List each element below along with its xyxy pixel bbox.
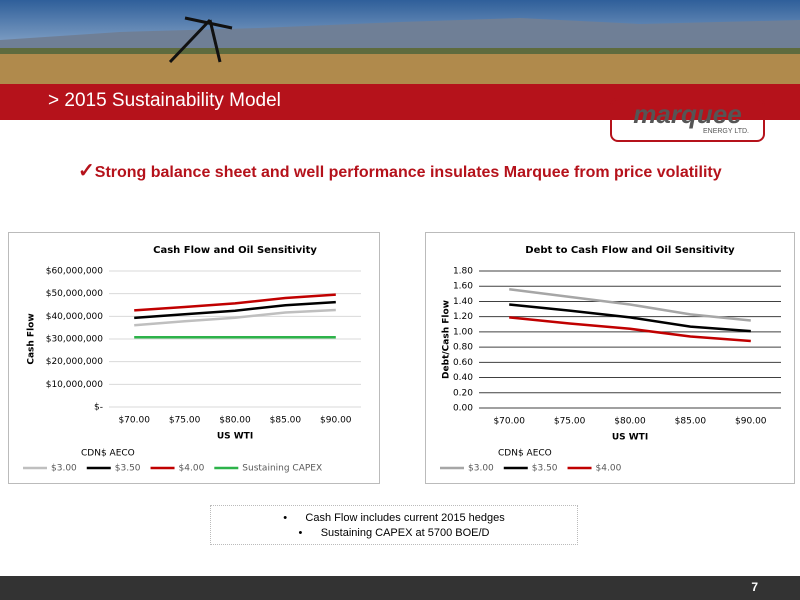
- y-tick-label: 1.60: [453, 282, 473, 292]
- series-line: [134, 308, 336, 327]
- x-tick-label: $70.00: [118, 416, 150, 426]
- x-tick-label: $80.00: [219, 416, 251, 426]
- header-photo: [0, 0, 800, 84]
- y-axis-title: Cash Flow: [27, 313, 37, 364]
- title-band: [0, 84, 800, 120]
- y-tick-label: 0.60: [453, 358, 473, 368]
- y-tick-label: $10,000,000: [46, 380, 104, 390]
- y-tick-label: 1.40: [453, 297, 473, 307]
- legend-title: CDN$ AECO: [81, 449, 135, 459]
- y-tick-label: 1.20: [453, 312, 473, 322]
- x-axis-title: US WTI: [217, 432, 253, 442]
- x-tick-label: $90.00: [735, 417, 767, 427]
- page-number: 7: [751, 580, 758, 594]
- series-line: [509, 316, 751, 343]
- y-tick-label: 1.00: [453, 327, 473, 337]
- logo-name: marquee: [633, 99, 742, 129]
- note-text: Cash Flow includes current 2015 hedges: [305, 512, 505, 524]
- series-line: [134, 293, 336, 312]
- y-axis-title: Debt/Cash Flow: [442, 300, 452, 379]
- logo: marquee ENERGY LTD.: [610, 98, 765, 142]
- y-tick-label: 0.00: [453, 404, 473, 414]
- headline-row: ✓Strong balance sheet and well performan…: [78, 158, 722, 183]
- slide-title: > 2015 Sustainability Model: [48, 90, 281, 111]
- x-axis-title: US WTI: [612, 433, 648, 443]
- note: • Cash Flow includes current 2015 hedges: [283, 512, 505, 524]
- chart: Debt to Cash Flow and Oil Sensitivity 0.0…: [425, 232, 795, 484]
- y-tick-label: $30,000,000: [46, 335, 104, 345]
- legend-label: $3.50: [532, 464, 558, 474]
- y-tick-label: $50,000,000: [46, 289, 104, 299]
- legend-label: $4.00: [179, 464, 205, 474]
- x-tick-label: $85.00: [270, 416, 302, 426]
- series-line: [509, 303, 751, 333]
- y-tick-label: 0.40: [453, 373, 473, 383]
- chart-title: Cash Flow and Oil Sensitivity: [153, 245, 317, 256]
- x-tick-label: $85.00: [675, 417, 707, 427]
- logo-sub: ENERGY LTD.: [702, 128, 749, 135]
- y-tick-label: $-: [94, 403, 103, 413]
- chart: Cash Flow and Oil Sensitivity $- $10,000,0…: [8, 232, 380, 484]
- note-text: Sustaining CAPEX at 5700 BOE/D: [320, 527, 490, 539]
- y-tick-label: 1.80: [453, 267, 473, 277]
- legend-label: $3.00: [468, 464, 494, 474]
- notes: • Cash Flow includes current 2015 hedges…: [210, 505, 578, 545]
- x-tick-label: $70.00: [493, 417, 525, 427]
- check-icon: ✓: [78, 160, 95, 182]
- x-tick-label: $90.00: [320, 416, 352, 426]
- y-tick-label: 0.20: [453, 388, 473, 398]
- y-tick-label: $20,000,000: [46, 357, 104, 367]
- legend-label: $4.00: [596, 464, 622, 474]
- headline: Strong balance sheet and well performanc…: [94, 164, 722, 181]
- legend-label: $3.00: [51, 464, 77, 474]
- y-tick-label: 0.80: [453, 343, 473, 353]
- legend-label: Sustaining CAPEX: [242, 464, 322, 474]
- footer-bar: [0, 576, 800, 600]
- x-tick-label: $75.00: [554, 417, 586, 427]
- x-tick-label: $75.00: [169, 416, 201, 426]
- series-line: [509, 288, 751, 322]
- x-tick-label: $80.00: [614, 417, 646, 427]
- legend-label: $3.50: [115, 464, 141, 474]
- note: • Sustaining CAPEX at 5700 BOE/D: [298, 527, 490, 539]
- series-line: [134, 300, 336, 320]
- y-tick-label: $40,000,000: [46, 312, 104, 322]
- legend-title: CDN$ AECO: [498, 449, 552, 459]
- y-tick-label: $60,000,000: [46, 267, 104, 277]
- chart-title: Debt to Cash Flow and Oil Sensitivity: [525, 245, 735, 256]
